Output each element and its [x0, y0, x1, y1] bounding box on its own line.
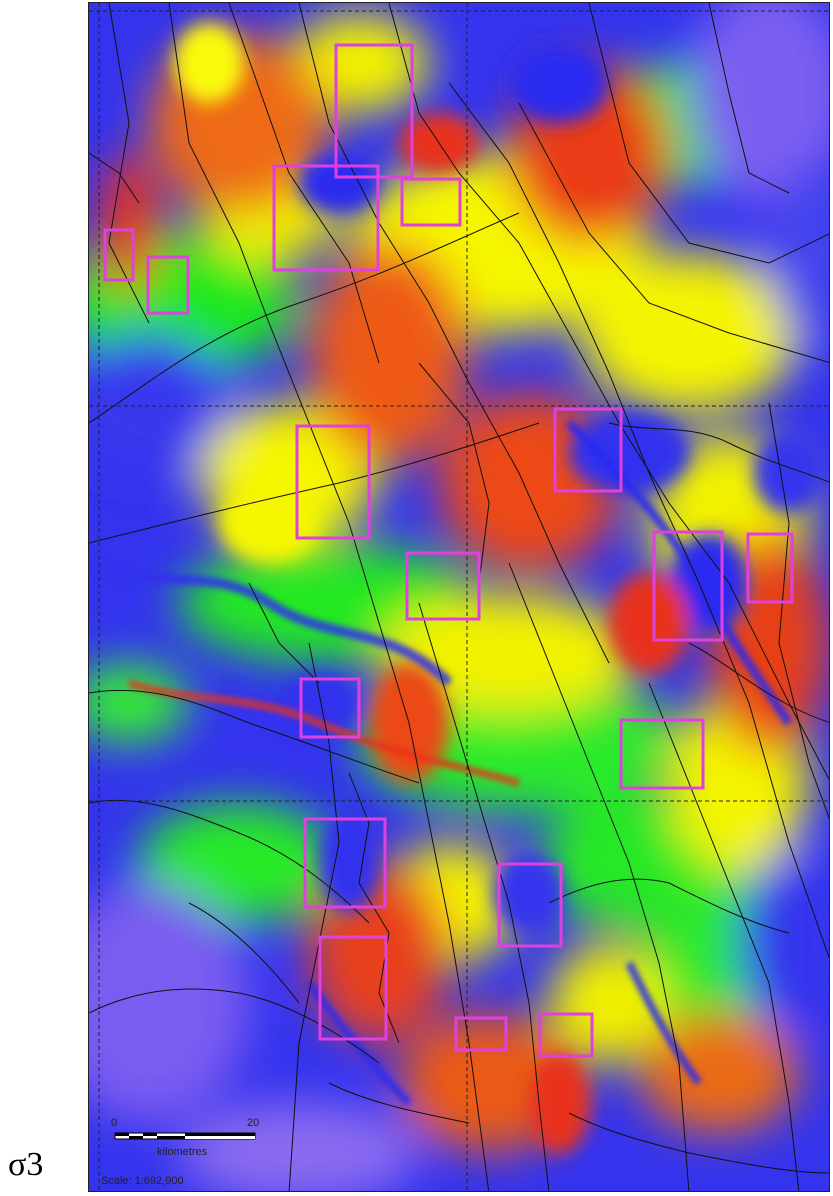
stress-map: 0 20 kilometres Scale: 1:692,900 — [88, 2, 830, 1192]
highlight-box[interactable] — [538, 1012, 594, 1058]
highlight-box[interactable] — [272, 164, 380, 272]
highlight-box[interactable] — [652, 530, 724, 642]
stress-component-label: σ3 — [8, 1146, 44, 1183]
scale-tick-start: 0 — [111, 1117, 117, 1129]
fault-lines — [89, 3, 829, 1191]
map-grid — [89, 3, 829, 1191]
highlight-box[interactable] — [295, 424, 371, 540]
stress-map-canvas: 0 20 kilometres Scale: 1:692,900 — [89, 3, 829, 1191]
highlight-box[interactable] — [553, 407, 623, 493]
highlight-box[interactable] — [299, 677, 361, 739]
highlight-box[interactable] — [303, 817, 387, 909]
highlight-box[interactable] — [497, 862, 563, 948]
highlight-box[interactable] — [405, 551, 481, 621]
highlight-box[interactable] — [400, 177, 462, 227]
highlight-box[interactable] — [746, 532, 794, 604]
highlight-box[interactable] — [334, 43, 414, 179]
scale-bar: 0 20 kilometres Scale: 1:692,900 — [101, 1117, 259, 1187]
scale-tick-end: 20 — [247, 1117, 259, 1129]
highlight-box[interactable] — [318, 935, 388, 1041]
highlight-box[interactable] — [619, 718, 705, 790]
highlight-box[interactable] — [103, 228, 135, 282]
highlight-box[interactable] — [146, 255, 190, 315]
scale-unit-label: kilometres — [157, 1146, 208, 1158]
highlight-box[interactable] — [454, 1016, 508, 1052]
highlight-boxes — [103, 43, 794, 1058]
scale-ratio-text: Scale: 1:692,900 — [101, 1175, 184, 1187]
